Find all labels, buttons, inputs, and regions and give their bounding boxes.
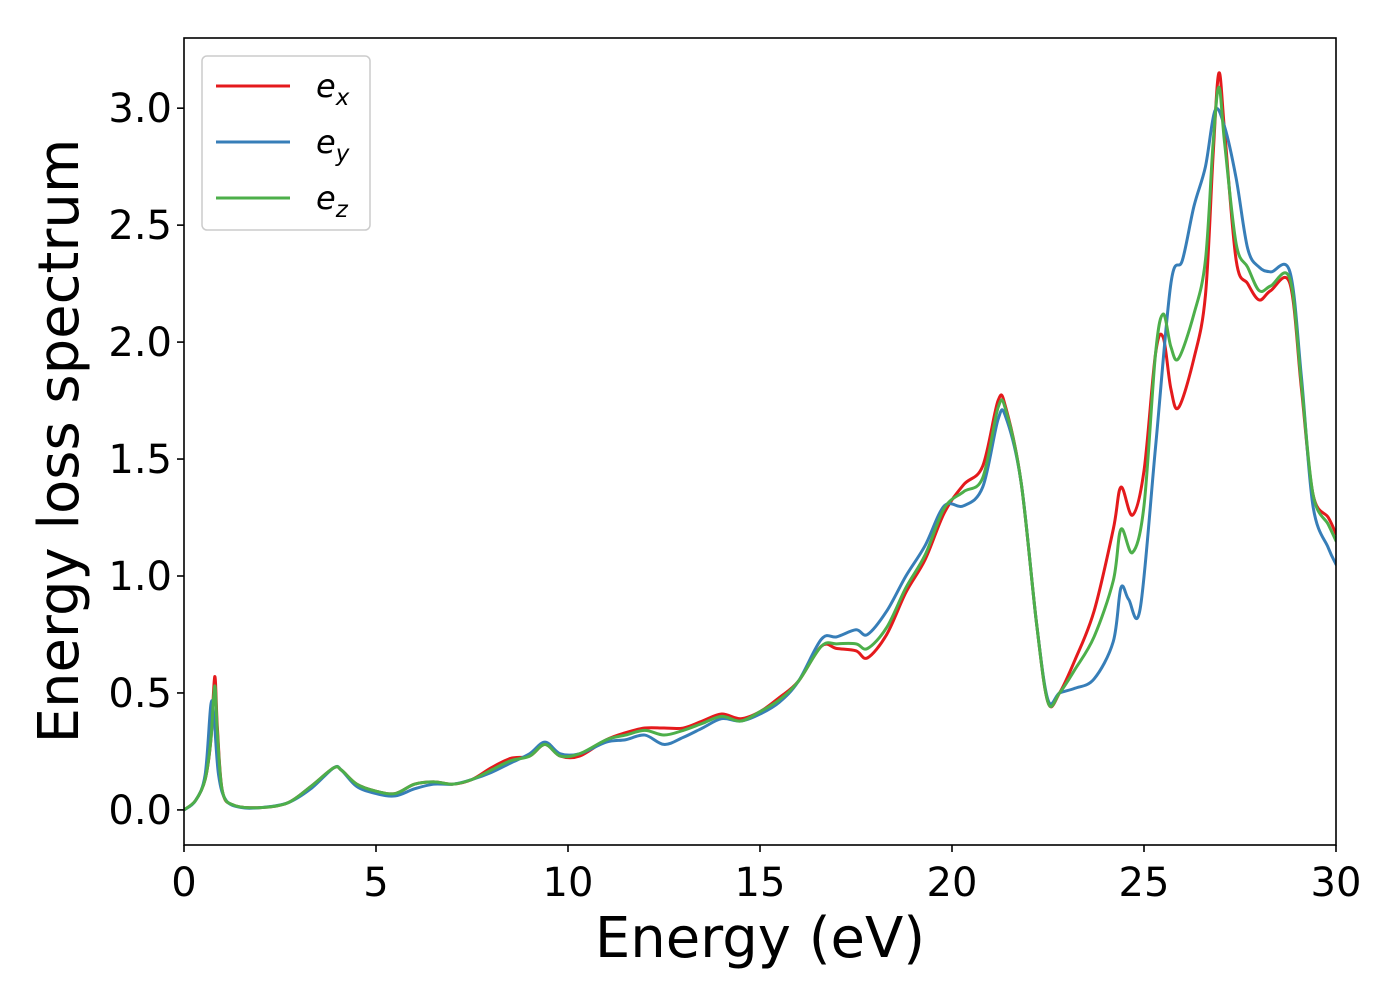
- x-tick-label: 30: [1311, 860, 1362, 906]
- x-tick-label: 5: [363, 860, 388, 906]
- y-tick-label: 3.0: [108, 86, 172, 132]
- x-axis-label: Energy (eV): [595, 906, 925, 971]
- y-tick-label: 2.5: [108, 203, 172, 249]
- y-tick-label: 1.5: [108, 437, 172, 483]
- axes-frame: [183, 37, 1337, 846]
- series-layer: [184, 71, 1336, 812]
- x-tick-label: 10: [543, 860, 594, 906]
- y-tick-label: 0.0: [108, 788, 172, 834]
- x-tick-label: 20: [927, 860, 978, 906]
- y-axis-label: Energy loss spectrum: [27, 139, 92, 744]
- y-tick-label: 0.5: [108, 671, 172, 717]
- y-tick-label: 2.0: [108, 320, 172, 366]
- x-tick-label: 15: [735, 860, 786, 906]
- y-tick-label: 1.0: [108, 554, 172, 600]
- ticks-layer: 0 5 10 15 20 25 30 0.0 0.5 1.0 1.5 2.0 2.5 3.0: [108, 86, 1361, 906]
- x-tick-label: 25: [1119, 860, 1170, 906]
- x-tick-label: 0: [171, 860, 196, 906]
- series-line-ez: [184, 85, 1336, 812]
